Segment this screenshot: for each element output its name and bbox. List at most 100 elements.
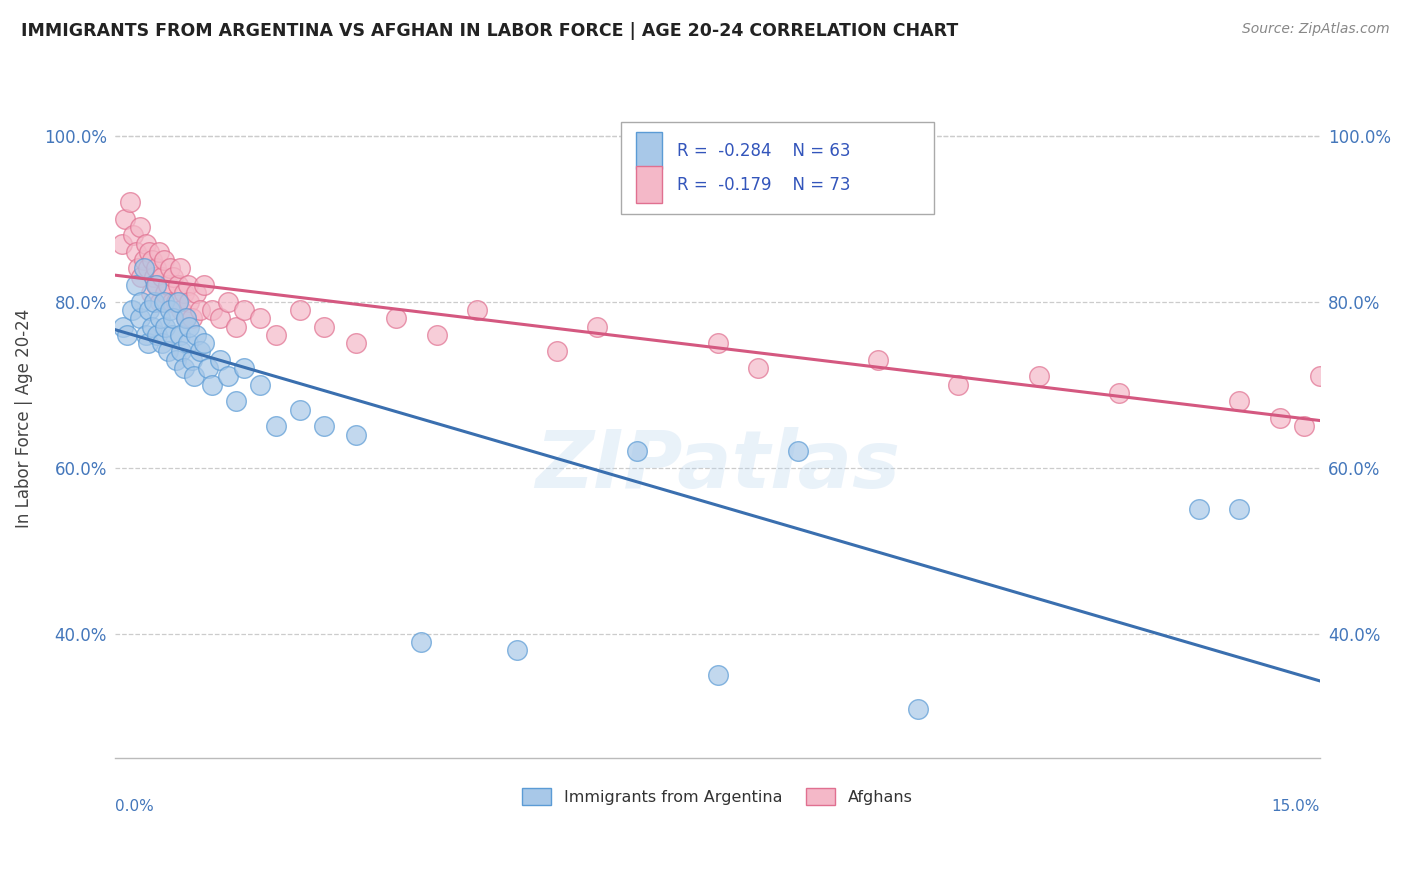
Point: [150, 336, 173, 351]
Point: [183, 369, 205, 384]
Y-axis label: In Labor Force | Age 20-24: In Labor Force | Age 20-24: [15, 309, 32, 527]
Point: [169, 261, 191, 276]
Point: [288, 402, 311, 417]
Point: [127, 261, 149, 276]
Point: [124, 278, 146, 293]
Point: [225, 394, 247, 409]
Point: [176, 278, 198, 293]
Point: [232, 361, 254, 376]
Point: [160, 294, 183, 309]
Point: [112, 319, 135, 334]
Point: [180, 352, 202, 367]
Point: [264, 327, 287, 342]
Point: [155, 319, 177, 334]
Point: [1268, 410, 1291, 425]
Point: [179, 294, 201, 309]
Point: [159, 302, 181, 317]
Point: [868, 352, 890, 367]
Point: [128, 219, 150, 234]
Point: [626, 444, 648, 458]
Point: [129, 269, 152, 284]
Point: [149, 311, 172, 326]
Point: [141, 319, 163, 334]
Text: R =  -0.284    N = 63: R = -0.284 N = 63: [676, 142, 851, 160]
Point: [124, 244, 146, 259]
Point: [165, 294, 187, 309]
Point: [162, 311, 184, 326]
Point: [197, 361, 219, 376]
Point: [170, 344, 193, 359]
Point: [193, 278, 215, 293]
FancyBboxPatch shape: [621, 121, 935, 213]
Point: [1028, 369, 1050, 384]
Point: [143, 294, 166, 309]
Point: [139, 286, 162, 301]
Point: [179, 319, 201, 334]
Point: [167, 294, 190, 309]
Point: [136, 336, 159, 351]
Point: [747, 361, 769, 376]
Point: [948, 377, 970, 392]
Point: [159, 261, 181, 276]
Point: [117, 327, 139, 342]
Point: [132, 253, 155, 268]
Point: [344, 336, 367, 351]
Point: [184, 327, 207, 342]
Point: [146, 278, 169, 293]
Point: [173, 361, 195, 376]
Point: [176, 336, 198, 351]
Point: [174, 311, 197, 326]
Point: [465, 302, 488, 317]
Point: [155, 286, 177, 301]
Point: [111, 236, 134, 251]
Point: [150, 269, 173, 284]
Point: [1108, 386, 1130, 401]
Point: [217, 294, 239, 309]
Point: [165, 352, 187, 367]
Point: [1188, 502, 1211, 516]
Point: [136, 261, 159, 276]
Point: [174, 311, 197, 326]
Point: [132, 261, 155, 276]
Point: [152, 253, 174, 268]
Point: [188, 302, 211, 317]
Point: [225, 319, 247, 334]
Point: [145, 278, 167, 293]
Point: [148, 244, 170, 259]
Point: [149, 294, 172, 309]
Point: [173, 286, 195, 301]
Point: [121, 302, 143, 317]
Point: [138, 302, 160, 317]
Point: [135, 236, 157, 251]
Text: Source: ZipAtlas.com: Source: ZipAtlas.com: [1241, 22, 1389, 37]
Point: [409, 635, 432, 649]
Text: R =  -0.179    N = 73: R = -0.179 N = 73: [676, 176, 851, 194]
Point: [907, 701, 929, 715]
Point: [160, 327, 183, 342]
Point: [193, 336, 215, 351]
Point: [201, 302, 224, 317]
Point: [586, 319, 609, 334]
Point: [201, 377, 224, 392]
Point: [208, 352, 231, 367]
Point: [141, 253, 163, 268]
Point: [129, 294, 152, 309]
Point: [249, 311, 271, 326]
Text: IMMIGRANTS FROM ARGENTINA VS AFGHAN IN LABOR FORCE | AGE 20-24 CORRELATION CHART: IMMIGRANTS FROM ARGENTINA VS AFGHAN IN L…: [21, 22, 959, 40]
Point: [264, 419, 287, 434]
Point: [1309, 369, 1331, 384]
Text: ZIPatlas: ZIPatlas: [536, 426, 900, 505]
Point: [145, 261, 167, 276]
Point: [217, 369, 239, 384]
Point: [135, 327, 157, 342]
Point: [188, 344, 211, 359]
FancyBboxPatch shape: [636, 132, 662, 169]
Point: [156, 278, 179, 293]
Point: [114, 211, 136, 226]
Point: [1292, 419, 1315, 434]
Point: [167, 278, 190, 293]
Point: [314, 319, 336, 334]
Point: [385, 311, 408, 326]
Point: [1227, 394, 1250, 409]
Point: [138, 244, 160, 259]
